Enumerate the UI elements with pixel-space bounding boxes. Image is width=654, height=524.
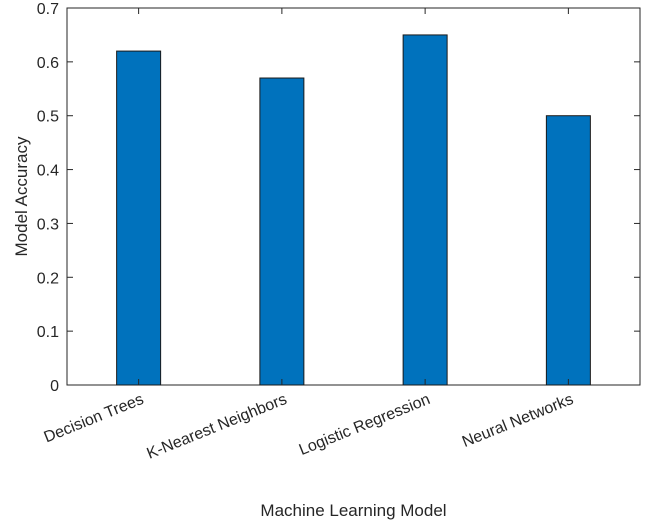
y-tick-label: 0.6 [37,55,59,72]
plot-area-frame [66,7,641,386]
x-axis-label: Machine Learning Model [260,501,446,520]
bars [116,34,591,386]
bar-decision-trees [116,50,162,386]
y-tick-label: 0.4 [37,163,59,180]
y-tick-label: 0.3 [37,216,59,233]
bar-neural-networks [545,115,591,386]
y-tick-label: 0.2 [37,270,59,287]
y-tick-label: 0.1 [37,324,59,341]
y-tick-label: 0.7 [37,1,59,18]
x-tick-label: Decision Trees [42,391,146,446]
y-axis-label: Model Accuracy [12,136,31,256]
y-tick-label: 0.5 [37,109,59,126]
bar-k-nearest-neighbors [259,77,305,386]
y-axis-ticks: 0 0.1 0.2 0.3 0.4 0.5 0.6 0.7 [37,1,640,395]
x-tick-label: K-Nearest Neighbors [144,391,289,463]
y-tick-label: 0 [50,378,59,395]
x-tick-label: Logistic Regression [297,391,433,459]
bar-logistic-regression [402,34,448,386]
x-tick-label: Neural Networks [460,391,576,451]
